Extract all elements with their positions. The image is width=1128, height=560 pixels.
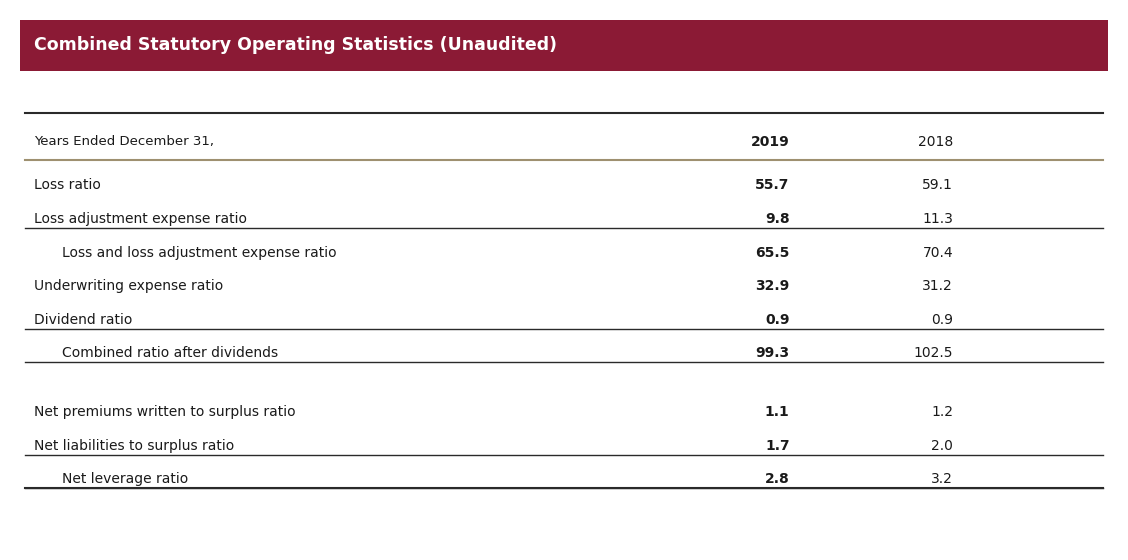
- Text: 0.9: 0.9: [931, 313, 953, 327]
- Text: Combined ratio after dividends: Combined ratio after dividends: [62, 347, 279, 361]
- Text: Net leverage ratio: Net leverage ratio: [62, 473, 188, 487]
- Text: Net premiums written to surplus ratio: Net premiums written to surplus ratio: [34, 405, 296, 419]
- Bar: [20, 20, 1108, 71]
- Text: 2.8: 2.8: [765, 473, 790, 487]
- Text: 99.3: 99.3: [756, 347, 790, 361]
- Text: 11.3: 11.3: [923, 212, 953, 226]
- Text: 65.5: 65.5: [756, 246, 790, 260]
- Text: 1.1: 1.1: [765, 405, 790, 419]
- Text: Years Ended December 31,: Years Ended December 31,: [34, 135, 214, 148]
- Text: Loss ratio: Loss ratio: [34, 179, 100, 193]
- Text: 0.9: 0.9: [765, 313, 790, 327]
- Text: Loss adjustment expense ratio: Loss adjustment expense ratio: [34, 212, 247, 226]
- Text: Loss and loss adjustment expense ratio: Loss and loss adjustment expense ratio: [62, 246, 336, 260]
- Text: Underwriting expense ratio: Underwriting expense ratio: [34, 279, 223, 293]
- Text: 1.2: 1.2: [931, 405, 953, 419]
- Text: 102.5: 102.5: [914, 347, 953, 361]
- Text: 55.7: 55.7: [756, 179, 790, 193]
- Text: 3.2: 3.2: [932, 473, 953, 487]
- Text: 59.1: 59.1: [923, 179, 953, 193]
- Text: Net liabilities to surplus ratio: Net liabilities to surplus ratio: [34, 439, 235, 453]
- Text: 2019: 2019: [751, 135, 790, 149]
- Text: Combined Statutory Operating Statistics (Unaudited): Combined Statutory Operating Statistics …: [34, 36, 557, 54]
- Text: 31.2: 31.2: [923, 279, 953, 293]
- Text: 70.4: 70.4: [923, 246, 953, 260]
- Text: 1.7: 1.7: [765, 439, 790, 453]
- Text: 2.0: 2.0: [932, 439, 953, 453]
- Text: 2018: 2018: [918, 135, 953, 149]
- Text: 32.9: 32.9: [756, 279, 790, 293]
- Text: 9.8: 9.8: [765, 212, 790, 226]
- Text: Dividend ratio: Dividend ratio: [34, 313, 132, 327]
